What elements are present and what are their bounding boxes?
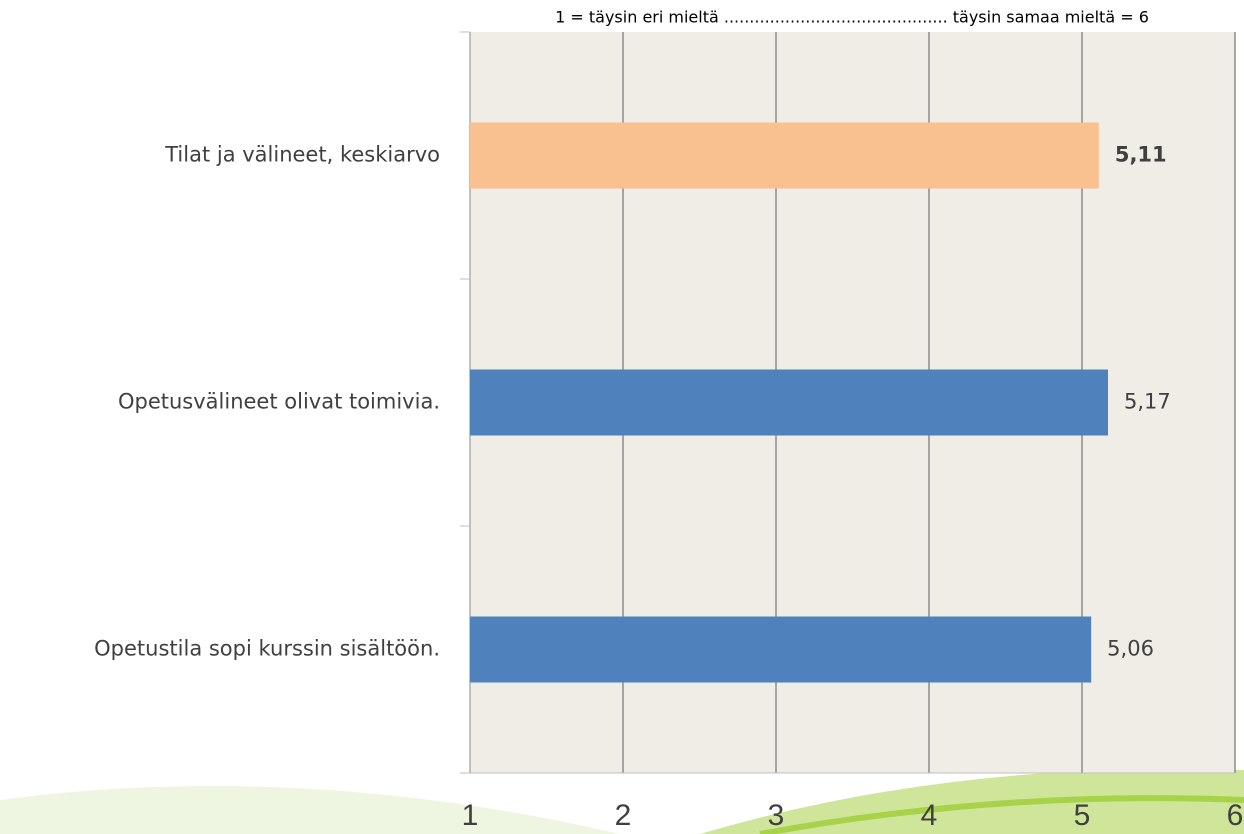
decoration	[0, 785, 620, 834]
x-tick-label: 4	[921, 799, 938, 832]
value-label: 5,06	[1107, 637, 1154, 661]
category-label: Opetustila sopi kurssin sisältöön.	[94, 637, 440, 661]
value-label: 5,17	[1124, 390, 1171, 414]
x-tick-label: 2	[615, 799, 632, 832]
chart-title: 1 = täysin eri mieltä ..................…	[555, 8, 1149, 27]
x-tick-label: 3	[768, 799, 785, 832]
x-tick-label: 1	[462, 799, 479, 832]
bar	[470, 369, 1109, 436]
decoration	[759, 795, 1244, 834]
value-label: 5,11	[1115, 143, 1167, 167]
category-label: Tilat ja välineet, keskiarvo	[164, 143, 440, 167]
bar	[470, 616, 1092, 683]
x-tick-label: 5	[1074, 799, 1091, 832]
bar	[470, 122, 1099, 189]
decoration	[700, 768, 1244, 834]
x-tick-label: 6	[1227, 799, 1244, 832]
category-label: Opetusvälineet olivat toimivia.	[118, 390, 440, 414]
